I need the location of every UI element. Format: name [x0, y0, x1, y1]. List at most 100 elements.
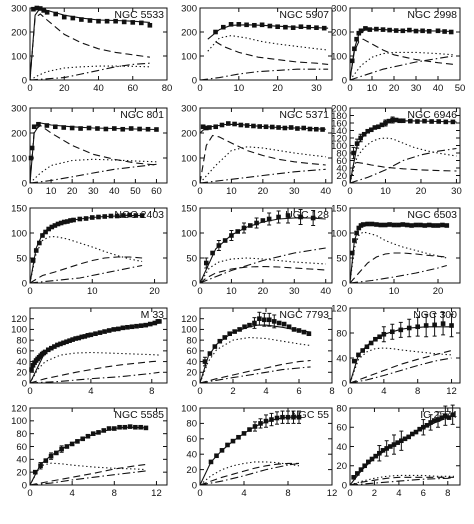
y-tick-label: 300 [11, 103, 27, 114]
data-point [67, 338, 72, 343]
data-point [251, 123, 256, 129]
panel-ngc-6503: 0 10 20 0 50 100 150 NGC 6503 [331, 203, 461, 297]
data-point [313, 126, 319, 132]
data-point [42, 349, 48, 355]
data-point [29, 367, 34, 372]
data-point [97, 330, 103, 335]
y-tick-label: 200 [331, 103, 347, 114]
x-tick-label: 10 [226, 186, 237, 197]
data-point [208, 459, 214, 465]
curve-dashdot [349, 476, 454, 486]
data-point [395, 440, 400, 445]
data-point [360, 348, 365, 353]
curve-dotted [349, 347, 452, 384]
y-tick-label: 100 [181, 153, 197, 164]
y-tick-label: 60 [336, 156, 347, 167]
data-point [96, 430, 101, 435]
data-point [446, 415, 452, 420]
y-tick-label: 180 [331, 111, 347, 122]
data-point [422, 118, 427, 124]
data-point [267, 23, 273, 29]
data-point [274, 415, 280, 421]
data-point [363, 26, 368, 31]
y-tick-label: 20 [186, 465, 197, 476]
data-point [108, 213, 114, 219]
data-point [269, 417, 274, 422]
data-point [71, 217, 76, 223]
curve-dashed [199, 462, 299, 486]
data-point [125, 324, 130, 330]
x-tick-label: 40 [433, 83, 444, 94]
curve-dotted [199, 336, 311, 384]
data-point [69, 125, 75, 131]
curve-dotted [349, 474, 454, 486]
curve-dashed [29, 256, 143, 284]
y-tick-label: 160 [331, 118, 347, 129]
data-point [252, 424, 258, 429]
x-tick-label: 10 [87, 286, 98, 297]
data-point [244, 123, 250, 128]
data-point [321, 25, 327, 31]
x-tick-label: 30 [411, 83, 422, 94]
data-point [352, 46, 357, 52]
curve-dashed [349, 161, 457, 184]
data-point [36, 121, 41, 127]
data-point [207, 125, 212, 130]
curve-dashdot [29, 62, 150, 81]
data-point [121, 19, 127, 25]
curve-dashed [29, 360, 160, 384]
y-tick-label: 60 [186, 346, 197, 357]
data-point [143, 425, 149, 431]
data-point [69, 441, 75, 447]
y-tick-label: 20 [16, 368, 27, 379]
data-point [79, 17, 84, 22]
data-point [96, 18, 101, 24]
curve-solid [349, 28, 454, 81]
data-point [440, 321, 446, 326]
data-point [443, 119, 449, 125]
x-tick-label: 30 [289, 186, 300, 197]
x-tick-label: 60 [151, 186, 162, 197]
data-point [121, 213, 126, 218]
data-point [49, 345, 54, 351]
curve-dashed [199, 359, 311, 384]
data-point [75, 439, 80, 444]
data-point [111, 327, 117, 332]
y-tick-label: 80 [336, 148, 347, 159]
data-point [143, 322, 148, 328]
y-tick-label: 50 [336, 253, 347, 264]
data-point [93, 331, 98, 337]
data-point [252, 320, 257, 326]
data-point [388, 444, 393, 449]
data-point [380, 448, 386, 453]
curve-dashed [215, 41, 329, 65]
panel-ngc-2998: 0 10 20 30 40 50 0 100 200 300 NGC 2998 [331, 3, 465, 94]
data-point [420, 28, 425, 34]
data-point [200, 124, 206, 130]
x-tick-label: 20 [416, 186, 427, 197]
data-point [310, 215, 316, 221]
data-point [58, 341, 63, 347]
data-point [235, 229, 241, 234]
panel-title: NGC 6503 [407, 209, 457, 221]
y-tick-label: 120 [181, 314, 197, 325]
panel-frame [199, 7, 333, 81]
data-point [285, 414, 291, 420]
data-point [86, 125, 92, 131]
panel-frame [29, 307, 168, 384]
y-tick-label: 150 [331, 203, 347, 214]
y-tick-label: 40 [16, 455, 27, 466]
data-point [138, 323, 144, 328]
data-point [128, 126, 134, 131]
x-tick-label: 40 [109, 186, 120, 197]
data-point [112, 426, 117, 431]
curve-dashdot [29, 470, 146, 486]
x-tick-label: 12 [446, 386, 457, 397]
curve-dashdot [349, 264, 447, 284]
y-tick-label: 0 [342, 480, 347, 491]
curve-dashdot [199, 366, 311, 384]
x-tick-label: 20 [389, 83, 400, 94]
y-tick-label: 0 [22, 278, 27, 289]
curve-dotted [207, 35, 329, 52]
